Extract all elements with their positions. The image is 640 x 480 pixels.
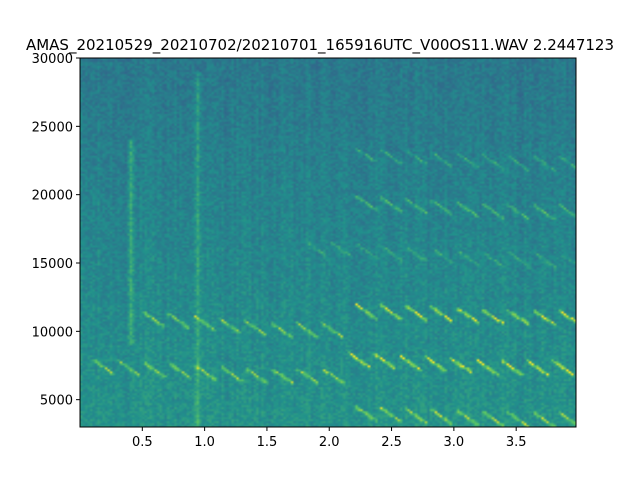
y-tick-label: 15000: [32, 257, 73, 272]
y-tick-label: 5000: [40, 394, 73, 409]
x-tick-label: 2.0: [319, 435, 340, 450]
spectrogram-plot-area: [79, 57, 577, 428]
y-tick-label: 30000: [32, 52, 73, 67]
y-axis: 5000 10000 15000 20000 25000 30000: [32, 52, 80, 409]
x-tick-label: 1.0: [194, 435, 215, 450]
x-tick-label: 2.5: [381, 435, 402, 450]
y-tick-label: 10000: [32, 325, 73, 340]
x-axis: 0.5 1.0 1.5 2.0 2.5 3.0 3.5: [132, 427, 527, 450]
x-tick-label: 3.5: [506, 435, 527, 450]
chart-title: AMAS_20210529_20210702/20210701_165916UT…: [26, 36, 614, 55]
y-tick-label: 25000: [32, 120, 73, 135]
y-tick-label: 20000: [32, 189, 73, 204]
spectrogram-heatmap: [80, 58, 576, 427]
x-tick-label: 3.0: [444, 435, 465, 450]
x-tick-label: 0.5: [132, 435, 153, 450]
axes-frame: [79, 57, 577, 428]
x-tick-label: 1.5: [257, 435, 278, 450]
